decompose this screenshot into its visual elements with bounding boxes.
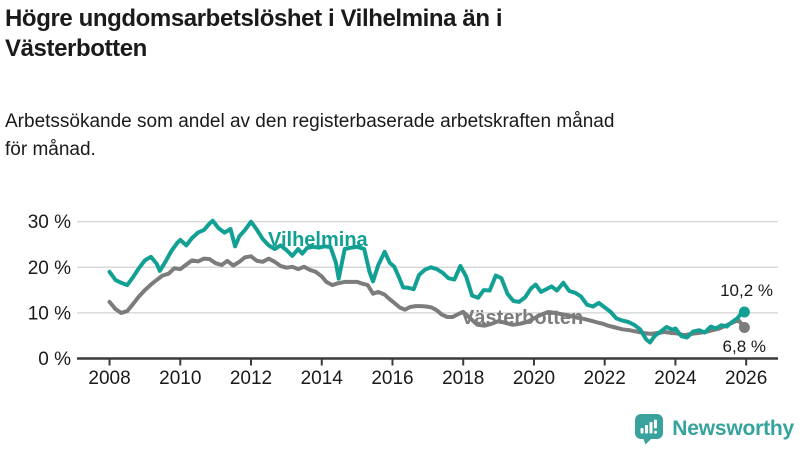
x-tick-label-2008: 2008 (88, 368, 130, 389)
y-tick-label-0: 0 % (38, 349, 71, 370)
x-tick-label-2018: 2018 (442, 368, 484, 389)
subtitle-line-2: för månad. (5, 139, 96, 161)
x-tick-label-2010: 2010 (159, 368, 201, 389)
series-end-dot-vasterbotten (738, 321, 750, 333)
title-line-1: Högre ungdomsarbetslöshet i Vilhelmina ä… (5, 5, 503, 32)
subtitle-line-1: Arbetssökande som andel av den registerb… (5, 111, 615, 132)
y-tick-label-30: 30 % (28, 212, 71, 233)
series-line-vilhelmina (107, 218, 747, 345)
x-tick-label-2022: 2022 (584, 368, 626, 389)
end-value-label-vilhelmina: 10,2 % (720, 281, 773, 300)
bar-chart-speech-bubble-icon (635, 414, 664, 445)
chart-subtitle: Arbetssökande som andel av den registerb… (5, 108, 785, 164)
x-tick-label-2026: 2026 (725, 368, 767, 389)
chart-header: Högre ungdomsarbetslöshet i Vilhelmina ä… (5, 4, 785, 65)
series-line-vasterbotten (107, 254, 747, 338)
end-value-label-vasterbotten: 6,8 % (723, 337, 766, 356)
title-line-2: Västerbotten (5, 35, 147, 63)
newsworthy-logo[interactable]: Newsworthy (634, 412, 794, 446)
y-tick-label-20: 20 % (28, 258, 71, 279)
x-tick-label-2024: 2024 (654, 368, 697, 389)
y-tick-label-10: 10 % (28, 303, 71, 324)
x-tick-label-2016: 2016 (371, 368, 413, 389)
series-label-vilhelmina: Vilhelmina (268, 229, 369, 251)
series-end-dot-vilhelmina (738, 306, 750, 318)
x-tick-label-2012: 2012 (230, 368, 272, 389)
x-tick-label-2014: 2014 (301, 368, 344, 389)
x-tick-label-2020: 2020 (513, 368, 555, 389)
newsworthy-logo-text: Newsworthy (672, 417, 794, 440)
page-title: Högre ungdomsarbetslöshet i Vilhelmina ä… (5, 4, 785, 65)
series-label-vasterbotten: Västerbotten (461, 307, 583, 329)
